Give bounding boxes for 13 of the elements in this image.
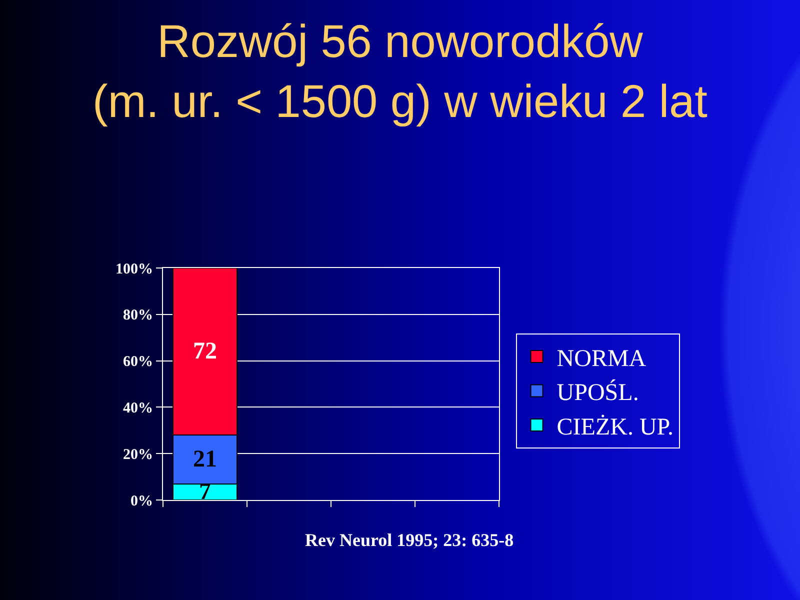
y-tick-label: 60% [123, 354, 153, 370]
chart-title: Rozwój 56 noworodków (m. ur. < 1500 g) w wieku 2 lat [92, 15, 708, 127]
text: Rev Neurol 1995; 23: 635-8 [305, 530, 514, 550]
y-tick-label: 40% [123, 400, 153, 416]
y-tick-label: 100% [116, 261, 153, 278]
y-tick-label: 80% [123, 308, 153, 324]
legend-label: UPOŚL. [556, 379, 639, 406]
data-label: 72 [193, 338, 217, 365]
data-label: 21 [193, 446, 217, 472]
legend-label: CIEŻK. UP. [556, 414, 674, 440]
y-tick-label: 0% [130, 493, 153, 510]
legend-label: NORMA [556, 346, 647, 372]
y-tick-label: 20% [123, 446, 153, 463]
